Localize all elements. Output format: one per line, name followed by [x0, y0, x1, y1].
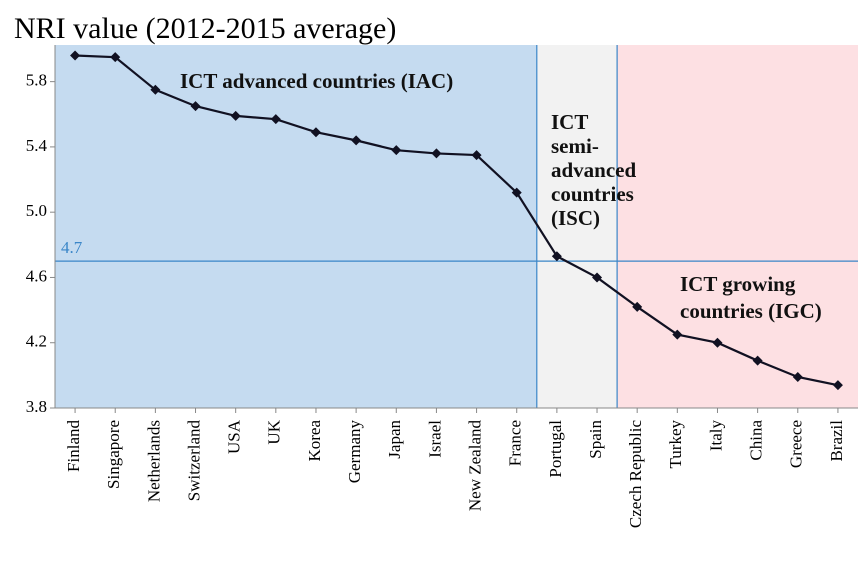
x-tick-label: Switzerland [184, 420, 203, 502]
data-point [792, 371, 803, 382]
x-tick-label: Portugal [546, 420, 565, 478]
x-tick-label: France [506, 420, 525, 466]
data-point [632, 301, 643, 312]
x-tick-label: Turkey [666, 420, 685, 469]
region [617, 45, 858, 408]
region-label: ICT [551, 110, 588, 134]
data-point [712, 337, 723, 348]
threshold-label: 4.7 [61, 238, 83, 257]
x-tick-label: Finland [64, 420, 83, 472]
region [536, 45, 618, 408]
x-tick-label: Germany [345, 420, 364, 484]
data-point [150, 84, 161, 95]
x-tick-label: New Zealand [465, 420, 484, 512]
region [55, 45, 537, 408]
x-tick-label: USA [225, 419, 244, 454]
x-tick-label: China [747, 420, 766, 461]
data-point [832, 380, 843, 391]
x-tick-label: UK [265, 419, 284, 444]
region-label: countries [551, 182, 634, 206]
x-tick-label: Singapore [104, 420, 123, 489]
data-point [110, 52, 121, 63]
x-tick-label: Czech Republic [626, 420, 645, 529]
region-label: countries (IGC) [680, 299, 822, 323]
data-point [70, 50, 81, 61]
data-point [551, 251, 562, 262]
y-tick-label: 4.2 [26, 332, 47, 351]
region-label: semi- [551, 134, 599, 158]
x-tick-label: Israel [425, 420, 444, 458]
data-point [351, 135, 362, 146]
data-point [391, 145, 402, 156]
y-tick-label: 5.8 [26, 71, 47, 90]
y-tick-label: 5.0 [26, 201, 47, 220]
x-tick-label: Japan [385, 420, 404, 459]
y-tick-label: 5.4 [26, 136, 48, 155]
x-tick-label: Brazil [827, 420, 846, 462]
region-label: (ISC) [551, 206, 600, 230]
data-line [75, 54, 839, 387]
data-point [190, 101, 201, 112]
x-tick-label: Greece [787, 420, 806, 468]
data-point [270, 114, 281, 125]
data-point [752, 355, 763, 366]
y-tick-label: 4.6 [26, 266, 47, 285]
data-point [672, 329, 683, 340]
data-point [592, 272, 603, 283]
x-tick-label: Netherlands [144, 420, 163, 502]
data-point [431, 148, 442, 159]
x-tick-label: Korea [305, 420, 324, 462]
x-tick-label: Italy [706, 420, 725, 452]
data-point [471, 150, 482, 161]
chart-title: NRI value (2012-2015 average) [14, 12, 396, 45]
y-tick-label: 3.8 [26, 397, 47, 416]
region-label: ICT growing [680, 272, 796, 296]
region-label: ICT advanced countries (IAC) [180, 69, 453, 93]
region-label: advanced [551, 158, 637, 182]
data-point [310, 127, 321, 138]
data-point [511, 187, 522, 198]
x-tick-label: Spain [586, 420, 605, 459]
data-point [230, 110, 241, 121]
